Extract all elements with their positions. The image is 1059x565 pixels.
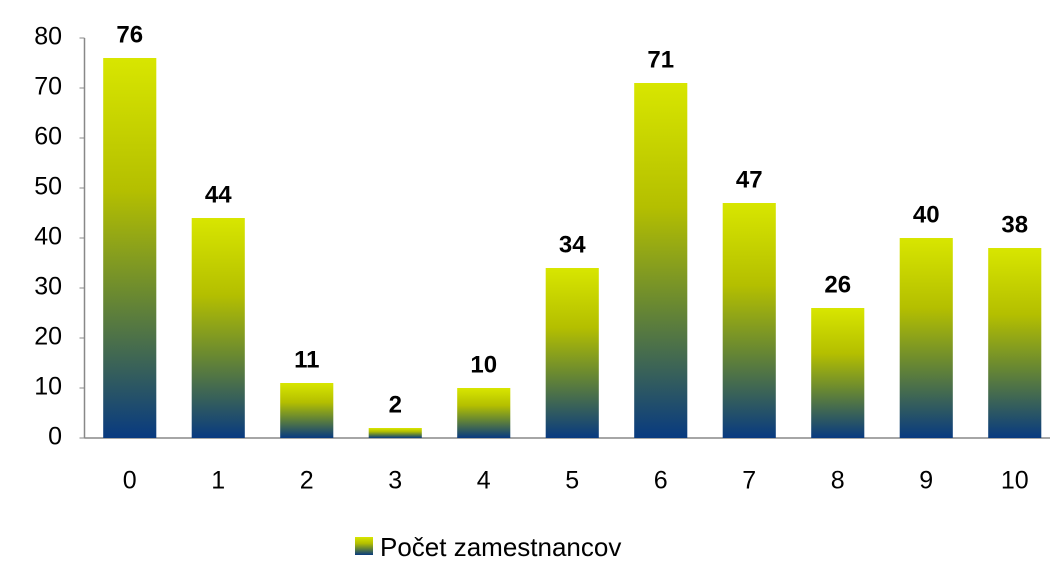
x-tick-label: 3 [388, 467, 402, 495]
x-tick-label: 10 [1001, 467, 1029, 495]
legend-label: Počet zamestnancov [380, 532, 621, 560]
y-tick-label: 30 [34, 273, 62, 301]
data-label: 26 [824, 271, 851, 298]
x-tick-label: 0 [123, 467, 137, 495]
bar [368, 428, 422, 438]
bar [545, 268, 599, 438]
bar [191, 218, 245, 438]
x-tick-label: 6 [654, 467, 668, 495]
data-label: 10 [470, 351, 497, 378]
data-label: 11 [294, 346, 319, 373]
x-tick-label: 4 [477, 467, 491, 495]
data-label: 2 [389, 391, 402, 418]
y-tick-label: 60 [34, 123, 62, 151]
bar [103, 58, 157, 438]
x-tick-label: 7 [742, 467, 756, 495]
data-label: 47 [736, 166, 763, 193]
legend-swatch [355, 537, 373, 555]
x-tick-label: 8 [831, 467, 845, 495]
x-tick-label: 1 [211, 467, 225, 495]
bar [457, 388, 511, 438]
data-label: 76 [116, 21, 143, 48]
data-label: 44 [205, 181, 232, 208]
y-tick-label: 10 [34, 373, 62, 401]
y-tick-label: 80 [34, 23, 62, 51]
data-label: 34 [559, 231, 586, 258]
data-label: 71 [647, 46, 674, 73]
y-tick-label: 0 [48, 423, 62, 451]
bar [899, 238, 953, 438]
bar [280, 383, 334, 438]
y-tick-label: 70 [34, 73, 62, 101]
x-tick-label: 2 [300, 467, 314, 495]
data-label: 40 [913, 201, 940, 228]
bar [634, 83, 688, 438]
y-tick-label: 50 [34, 173, 62, 201]
x-tick-label: 5 [565, 467, 579, 495]
y-tick-label: 40 [34, 223, 62, 251]
bar [988, 248, 1042, 438]
x-tick-label: 9 [919, 467, 933, 495]
bar [811, 308, 865, 438]
y-tick-label: 20 [34, 323, 62, 351]
data-label: 38 [1001, 211, 1028, 238]
bar [722, 203, 776, 438]
